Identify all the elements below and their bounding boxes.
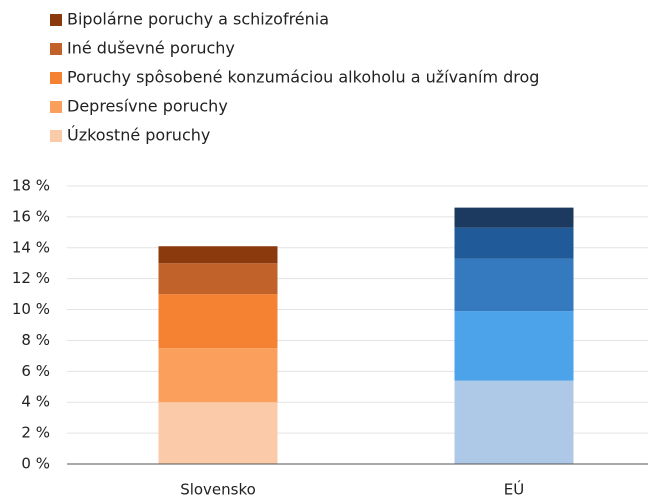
legend-swatch	[50, 43, 62, 55]
legend-swatch	[50, 101, 62, 113]
y-tick-label: 8 %	[21, 331, 50, 349]
y-tick-label: 4 %	[21, 393, 50, 411]
y-tick-label: 14 %	[12, 238, 50, 256]
bar-segment	[454, 227, 574, 259]
bar-segment	[454, 380, 574, 464]
legend-swatch	[50, 130, 62, 142]
y-tick-label: 10 %	[12, 300, 50, 318]
legend-swatch	[50, 14, 62, 26]
legend-label: Bipolárne poruchy a schizofrénia	[67, 10, 329, 29]
y-tick-label: 16 %	[12, 207, 50, 225]
y-tick-label: 12 %	[12, 269, 50, 287]
y-tick-label: 6 %	[21, 362, 50, 380]
x-tick-label: EÚ	[504, 480, 524, 499]
bar-segment	[454, 258, 574, 312]
bar-segment	[158, 402, 278, 464]
legend-label: Iné duševné poruchy	[67, 39, 235, 58]
y-tick-label: 18 %	[12, 177, 50, 195]
bar-segment	[158, 246, 278, 264]
bar-segment	[454, 207, 574, 228]
y-tick-label: 2 %	[21, 424, 50, 442]
bar-segment	[158, 348, 278, 403]
bar-segment	[454, 311, 574, 381]
bar-segment	[158, 294, 278, 349]
legend-label: Poruchy spôsobené konzumáciou alkoholu a…	[67, 68, 539, 87]
legend-swatch	[50, 72, 62, 84]
y-tick-label: 0 %	[21, 455, 50, 473]
x-tick-label: Slovensko	[180, 481, 256, 499]
legend-label: Úzkostné poruchy	[67, 126, 210, 145]
legend-label: Depresívne poruchy	[67, 97, 228, 116]
bar-segment	[158, 263, 278, 295]
